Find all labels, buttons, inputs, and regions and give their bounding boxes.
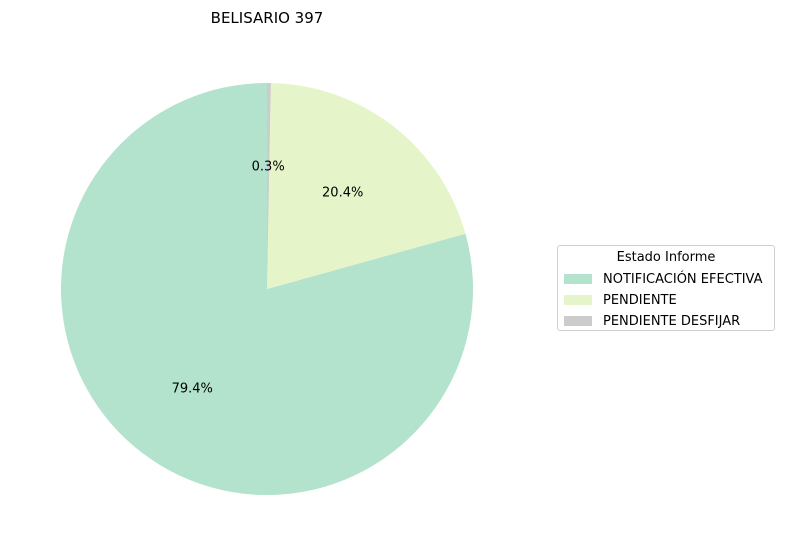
chart-title: BELISARIO 397 (211, 9, 324, 27)
pie-pct-label-0: 79.4% (172, 381, 213, 396)
legend-swatch (564, 316, 592, 326)
legend-swatch (564, 295, 592, 305)
legend-item-pendiente: PENDIENTE (564, 291, 677, 309)
legend: Estado Informe NOTIFICACIÓN EFECTIVA PEN… (557, 245, 775, 331)
pie-pct-label-2: 0.3% (252, 159, 285, 174)
legend-item-pendiente-desfijar: PENDIENTE DESFIJAR (564, 312, 740, 330)
legend-title: Estado Informe (616, 250, 716, 265)
legend-swatch (564, 274, 592, 284)
pie-slice-1 (267, 83, 466, 289)
legend-item-notificacion-efectiva: NOTIFICACIÓN EFECTIVA (564, 270, 763, 288)
legend-label: PENDIENTE (603, 292, 677, 308)
pie-slice-2 (267, 83, 271, 289)
legend-label: NOTIFICACIÓN EFECTIVA (603, 271, 763, 287)
pie-pct-label-1: 20.4% (322, 185, 363, 200)
legend-label: PENDIENTE DESFIJAR (603, 313, 741, 329)
